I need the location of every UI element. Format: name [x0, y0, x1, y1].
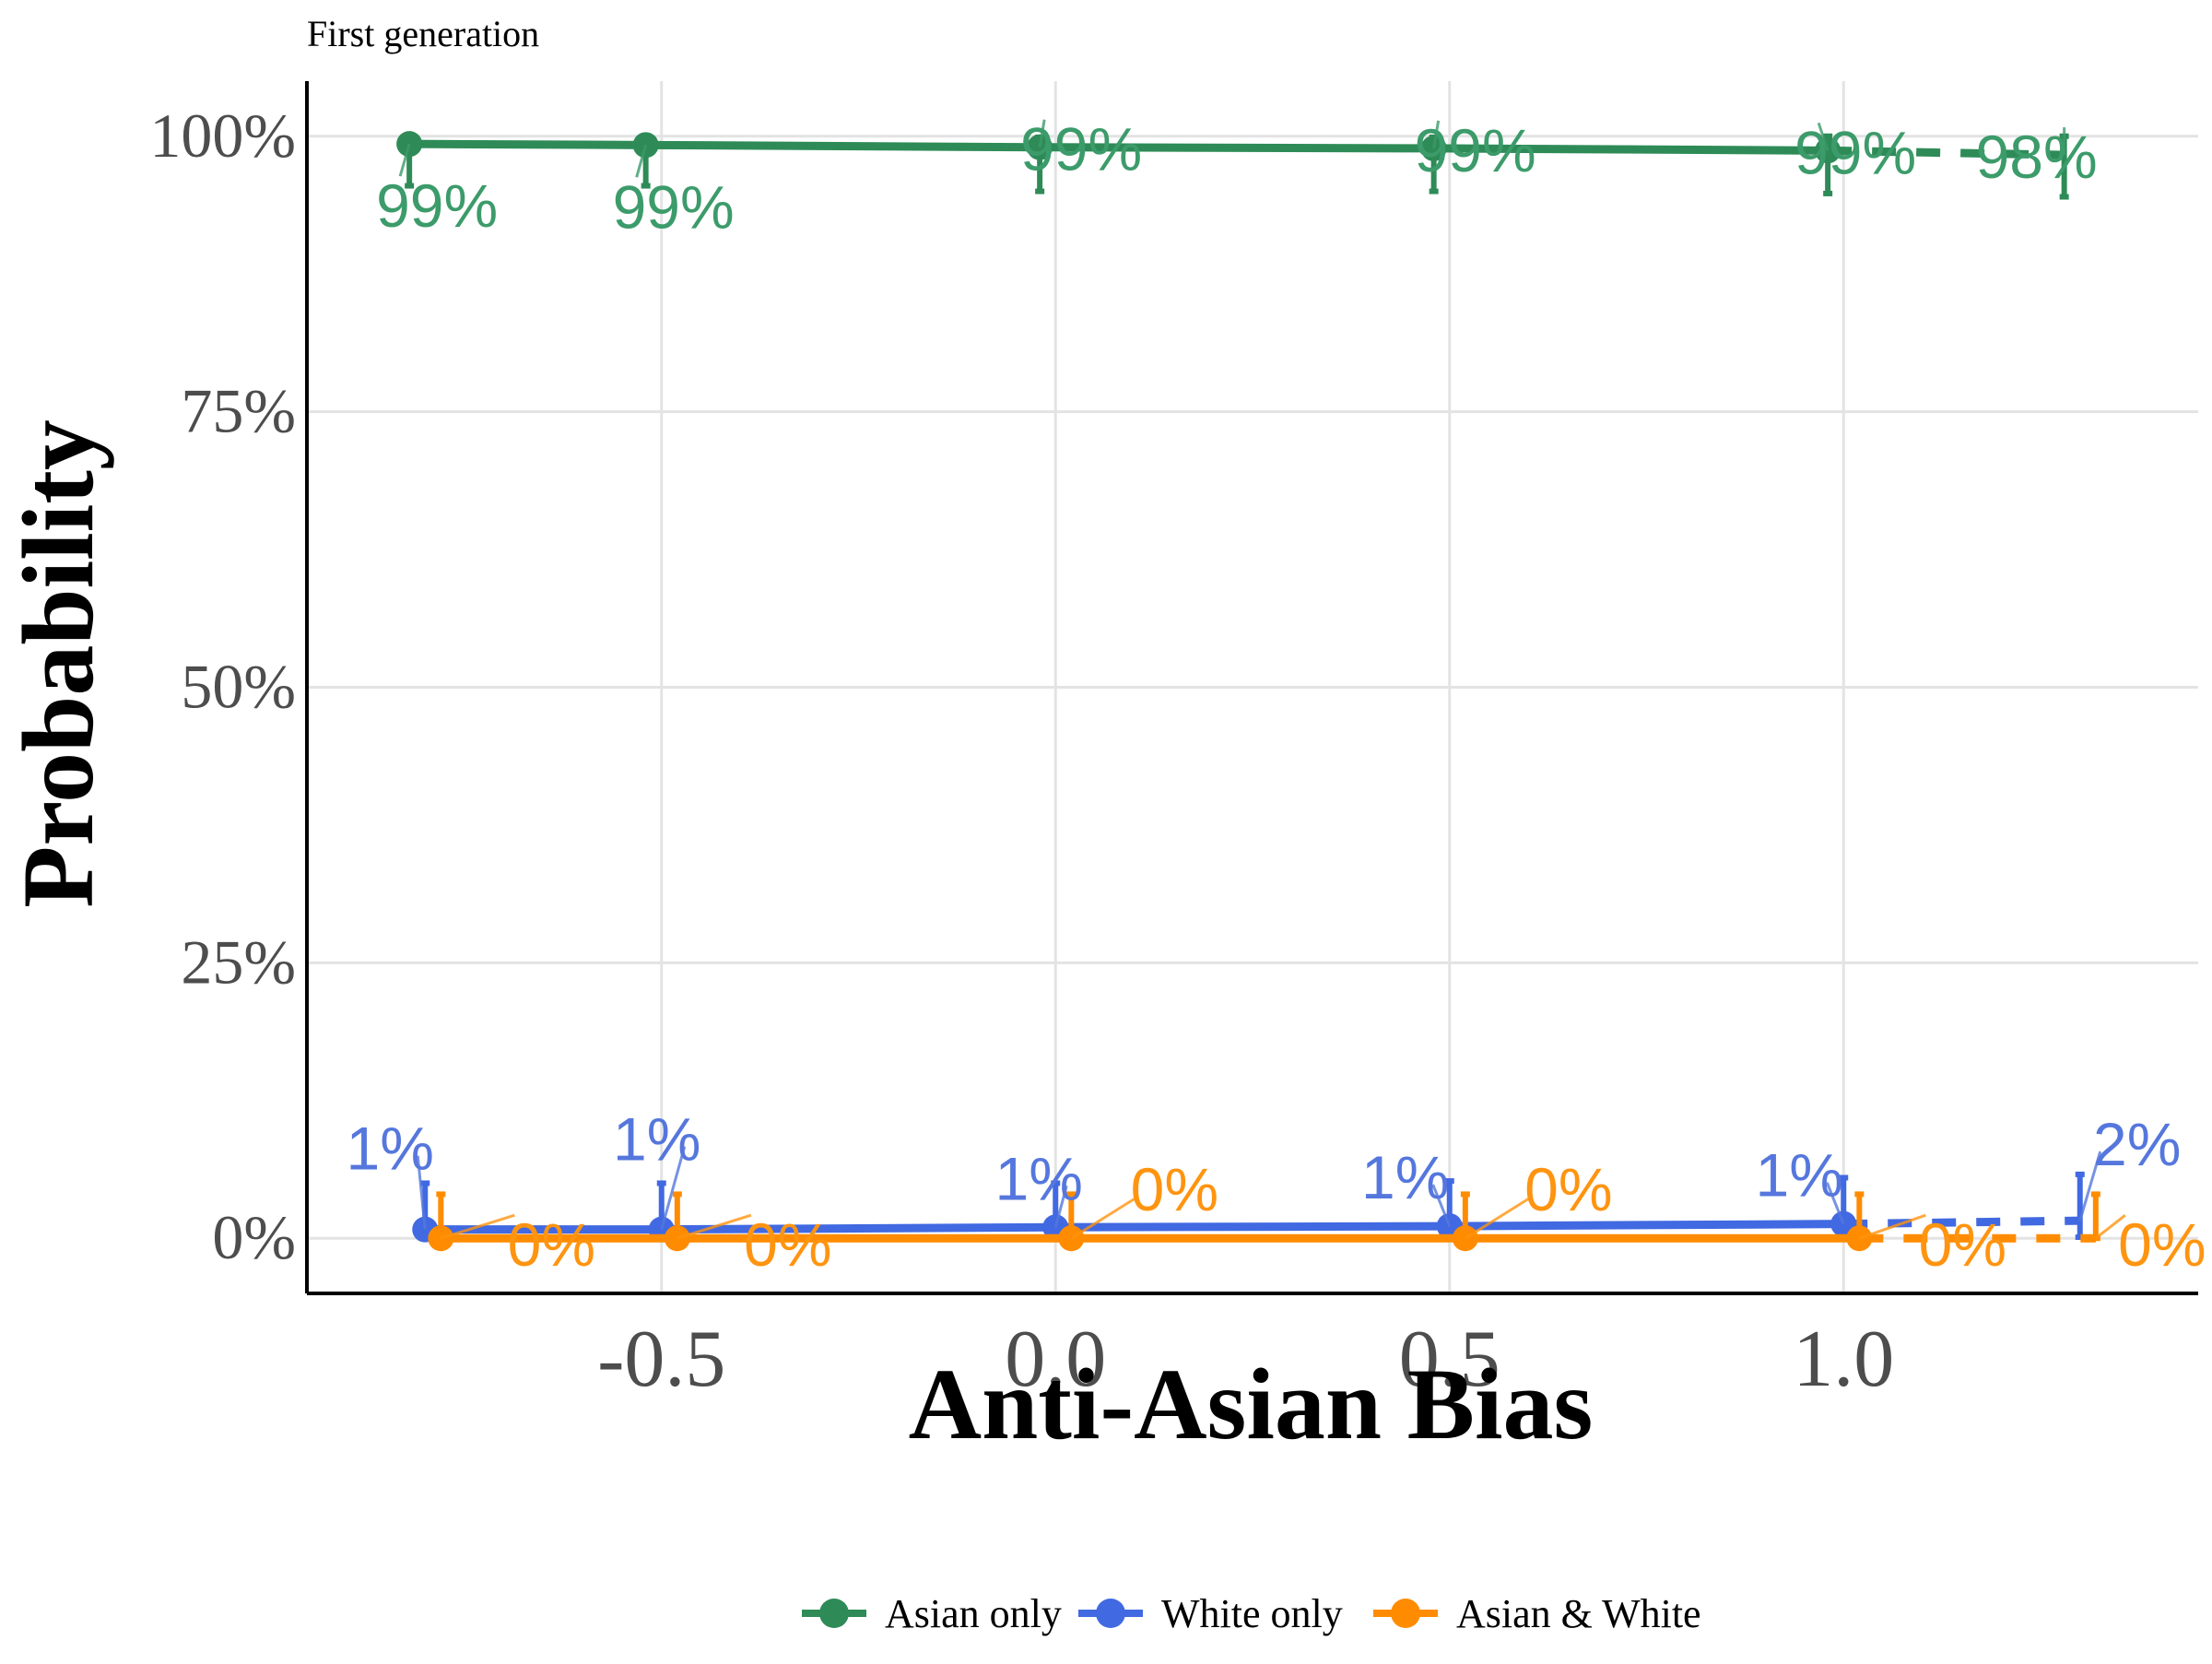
x-tick-label: 0.0: [1005, 1315, 1106, 1404]
label-leader: [440, 1213, 515, 1240]
label-leader: [660, 1146, 687, 1231]
series-line: [425, 1220, 1844, 1234]
label-leader: [1465, 1195, 1533, 1240]
label-leader: [2078, 1151, 2102, 1221]
data-label: 98%: [1976, 123, 2098, 191]
data-label: 1%: [1361, 1143, 1449, 1211]
data-label: 0%: [2118, 1210, 2206, 1279]
data-label: 1%: [613, 1105, 700, 1174]
data-label: 99%: [1794, 118, 1916, 186]
series-line-dashed: [1828, 146, 2065, 159]
y-tick-label: 75%: [181, 376, 296, 446]
label-leader: [1070, 1195, 1139, 1240]
x-axis-title: Anti-Asian Bias: [909, 1348, 1594, 1460]
data-label: 99%: [1020, 115, 1142, 183]
label-leader: [416, 1155, 427, 1230]
label-leader: [1825, 1182, 1845, 1225]
y-axis-title: Probability: [2, 419, 114, 908]
data-label: 1%: [995, 1144, 1083, 1212]
data-label: 0%: [1919, 1210, 2006, 1279]
label-leader: [1053, 1185, 1068, 1228]
label-leader: [635, 144, 648, 178]
x-tick-label: 1.0: [1793, 1315, 1894, 1404]
label-leader: [677, 1213, 752, 1240]
series-line-dashed: [1843, 1216, 2080, 1229]
grid-lines: [307, 81, 2198, 1293]
y-tick-label: 50%: [181, 652, 296, 722]
data-label: 0%: [1524, 1155, 1612, 1223]
chart-subtitle: First generation: [307, 13, 539, 54]
label-leader: [1432, 120, 1441, 149]
label-leader: [1038, 119, 1046, 148]
label-leader: [1858, 1213, 1926, 1240]
data-label: 99%: [376, 171, 498, 240]
legend-key-marker: [1096, 1599, 1125, 1628]
data-label: 1%: [347, 1115, 434, 1183]
label-leader: [1431, 1184, 1452, 1227]
x-tick-label: 0.5: [1399, 1315, 1500, 1404]
label-leader: [2094, 1214, 2126, 1240]
legend: Asian only White only Asian & White: [802, 1591, 1701, 1636]
y-tick-label: 0%: [212, 1202, 296, 1272]
y-tick-label: 100%: [149, 100, 296, 171]
data-label: 2%: [2093, 1110, 2181, 1178]
x-tick-label: -0.5: [597, 1315, 725, 1404]
data-label: 99%: [1415, 116, 1536, 184]
data-labels: 99% 99% 99% 99% 99% 98% 1% 1% 1% 1% 1% 2% 0% 0% 0% 0% 0%…: [347, 115, 2206, 1280]
data-label: 1%: [1756, 1141, 1843, 1210]
axes: 0% 25% 50% 75% 100% -0.5 0.0 0.5 1.0: [149, 81, 2198, 1404]
label-leader: [1817, 122, 1830, 151]
y-tick-label: 25%: [181, 926, 296, 997]
legend-key-marker: [1391, 1599, 1420, 1628]
legend-key-marker: [819, 1599, 849, 1628]
data-label: 99%: [613, 172, 735, 241]
legend-label: Asian only: [885, 1591, 1062, 1636]
data-label: 0%: [744, 1210, 831, 1279]
legend-label: White only: [1161, 1591, 1343, 1636]
data-label: 0%: [508, 1210, 595, 1279]
data-label: 0%: [1131, 1155, 1218, 1223]
label-leader: [398, 143, 411, 177]
legend-label: Asian & White: [1456, 1591, 1701, 1636]
